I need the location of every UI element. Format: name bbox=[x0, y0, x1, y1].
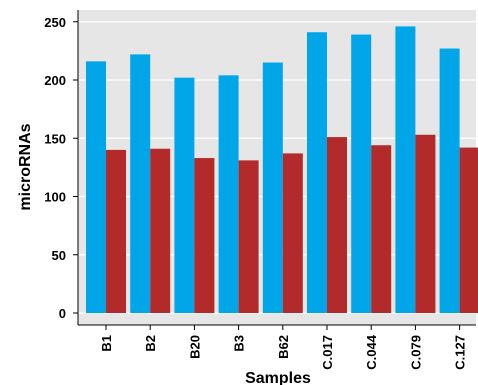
bar-series1-C.017 bbox=[307, 32, 327, 314]
y-tick-label: 100 bbox=[44, 190, 66, 205]
y-tick-label: 150 bbox=[44, 131, 66, 146]
bar-series2-B20 bbox=[194, 158, 215, 313]
x-tick-label: B2 bbox=[143, 335, 158, 352]
y-axis: 0 50 100 150 200 250 bbox=[44, 10, 79, 325]
y-tick-label: 0 bbox=[59, 306, 66, 321]
bar-series2-C.079 bbox=[415, 134, 436, 313]
y-axis-label: microRNAs bbox=[17, 123, 34, 210]
x-axis: B1 B2 B20 B3 B62 C.017 C.044 C.079 C.127 bbox=[78, 324, 476, 370]
bar-series1-C.044 bbox=[351, 34, 372, 313]
bar-series2-B3 bbox=[238, 160, 259, 313]
bar-series1-B3 bbox=[218, 75, 239, 313]
y-tick-label: 50 bbox=[52, 248, 66, 263]
y-tick-label: 250 bbox=[44, 15, 66, 30]
bar-series1-B20 bbox=[174, 77, 195, 313]
bar-series1-B1 bbox=[86, 61, 106, 313]
x-tick-label: C.044 bbox=[364, 334, 379, 369]
bar-series1-C.079 bbox=[395, 26, 416, 313]
x-tick-label: B20 bbox=[187, 335, 202, 359]
bar-series2-B62 bbox=[282, 153, 303, 313]
x-tick-label: C.127 bbox=[453, 335, 468, 370]
bar-series2-C.044 bbox=[371, 145, 392, 313]
x-axis-label: Samples bbox=[245, 370, 311, 385]
bars bbox=[86, 26, 478, 314]
bar-series2-B1 bbox=[106, 149, 126, 313]
x-tick-label: B1 bbox=[99, 335, 114, 352]
bar-series2-B2 bbox=[150, 148, 171, 313]
bar-series1-C.127 bbox=[439, 48, 460, 314]
bar-series1-B62 bbox=[262, 62, 283, 314]
x-tick-label: C.017 bbox=[320, 335, 335, 370]
bar-series2-C.017 bbox=[327, 137, 347, 313]
x-tick-label: B62 bbox=[276, 335, 291, 359]
bar-series1-B2 bbox=[130, 54, 151, 314]
x-tick-label: B3 bbox=[232, 335, 247, 352]
bar-series2-C.127 bbox=[459, 147, 478, 313]
y-tick-label: 200 bbox=[44, 73, 66, 88]
x-tick-label: C.079 bbox=[408, 335, 423, 370]
